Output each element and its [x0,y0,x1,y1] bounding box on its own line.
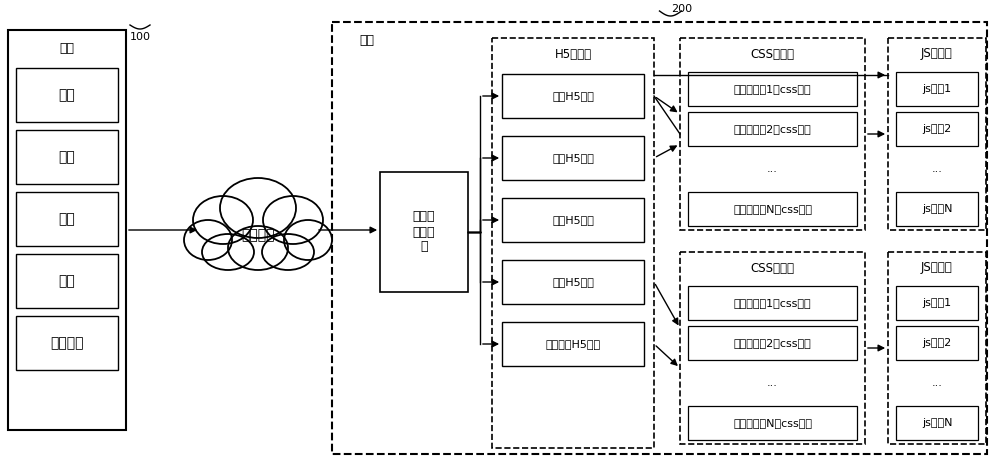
Text: CSS渲染库: CSS渲染库 [750,262,794,275]
Text: ...: ... [767,164,778,174]
Text: 后台: 后台 [360,34,374,47]
Text: 自适应
选择框
架: 自适应 选择框 架 [413,211,435,254]
Bar [896,406,978,440]
Text: 100: 100 [130,32,151,42]
Text: ...: ... [767,378,778,388]
Bar [8,30,126,430]
Ellipse shape [284,220,332,260]
Text: js文件N: js文件N [922,418,952,428]
Text: 终端: 终端 [60,42,74,55]
Bar [206,215,310,255]
Bar [502,136,644,180]
Text: js文件1: js文件1 [922,298,952,308]
Ellipse shape [193,196,253,244]
Text: 手机H5模板: 手机H5模板 [552,91,594,101]
Bar [688,406,857,440]
Ellipse shape [220,178,296,238]
Text: 手机: 手机 [59,88,75,102]
Bar [896,326,978,360]
Bar [896,286,978,320]
Text: 冰筱: 冰筱 [59,212,75,226]
Text: 200: 200 [672,4,693,14]
Bar [688,192,857,226]
Text: js文件2: js文件2 [922,124,952,134]
Text: 适用分辨獷2的css文件: 适用分辨獷2的css文件 [734,124,811,134]
Bar [688,112,857,146]
Bar [888,38,986,230]
Bar [502,74,644,118]
Text: 通信网络: 通信网络 [241,228,275,242]
Text: 电视H5模板: 电视H5模板 [552,153,594,163]
Bar [332,22,987,454]
Text: ...: ... [932,378,942,388]
Bar [16,68,118,122]
Bar [680,252,865,444]
Bar [896,192,978,226]
Bar [16,316,118,370]
Text: H5模板库: H5模板库 [554,48,592,61]
Text: 适用分辨獷2的css文件: 适用分辨獷2的css文件 [734,338,811,348]
Text: 其它终端: 其它终端 [50,336,84,350]
Text: 冰筱H5模板: 冰筱H5模板 [552,215,594,225]
Bar [502,322,644,366]
Text: js文件1: js文件1 [922,84,952,94]
Bar [16,130,118,184]
Ellipse shape [262,234,314,270]
Text: js文件2: js文件2 [922,338,952,348]
Text: 适用分辨獷1的css文件: 适用分辨獷1的css文件 [734,298,811,308]
Text: 适用分辨率N的css文件: 适用分辨率N的css文件 [733,418,812,428]
Ellipse shape [228,226,288,270]
Ellipse shape [202,234,254,270]
Bar [888,252,986,444]
Text: JS脚本库: JS脚本库 [921,48,953,61]
Text: 魔镜H5模板: 魔镜H5模板 [552,277,594,287]
Bar [492,38,654,448]
Text: js文件N: js文件N [922,204,952,214]
Bar [502,260,644,304]
Bar [688,72,857,106]
Bar [688,326,857,360]
Bar [502,198,644,242]
Text: 适用分辨率N的css文件: 适用分辨率N的css文件 [733,204,812,214]
Bar [16,254,118,308]
Bar [380,172,468,292]
Text: 其它终端H5模板: 其它终端H5模板 [545,339,601,349]
Text: 魔镜: 魔镜 [59,274,75,288]
Text: ...: ... [932,164,942,174]
Text: 适用分辨獷1的css文件: 适用分辨獷1的css文件 [734,84,811,94]
Ellipse shape [184,220,232,260]
Ellipse shape [263,196,323,244]
Bar [16,192,118,246]
Bar [896,72,978,106]
Text: 电视: 电视 [59,150,75,164]
Text: CSS渲染库: CSS渲染库 [750,48,794,61]
Bar [688,286,857,320]
Text: JS脚本库: JS脚本库 [921,262,953,275]
Bar [680,38,865,230]
Bar [896,112,978,146]
